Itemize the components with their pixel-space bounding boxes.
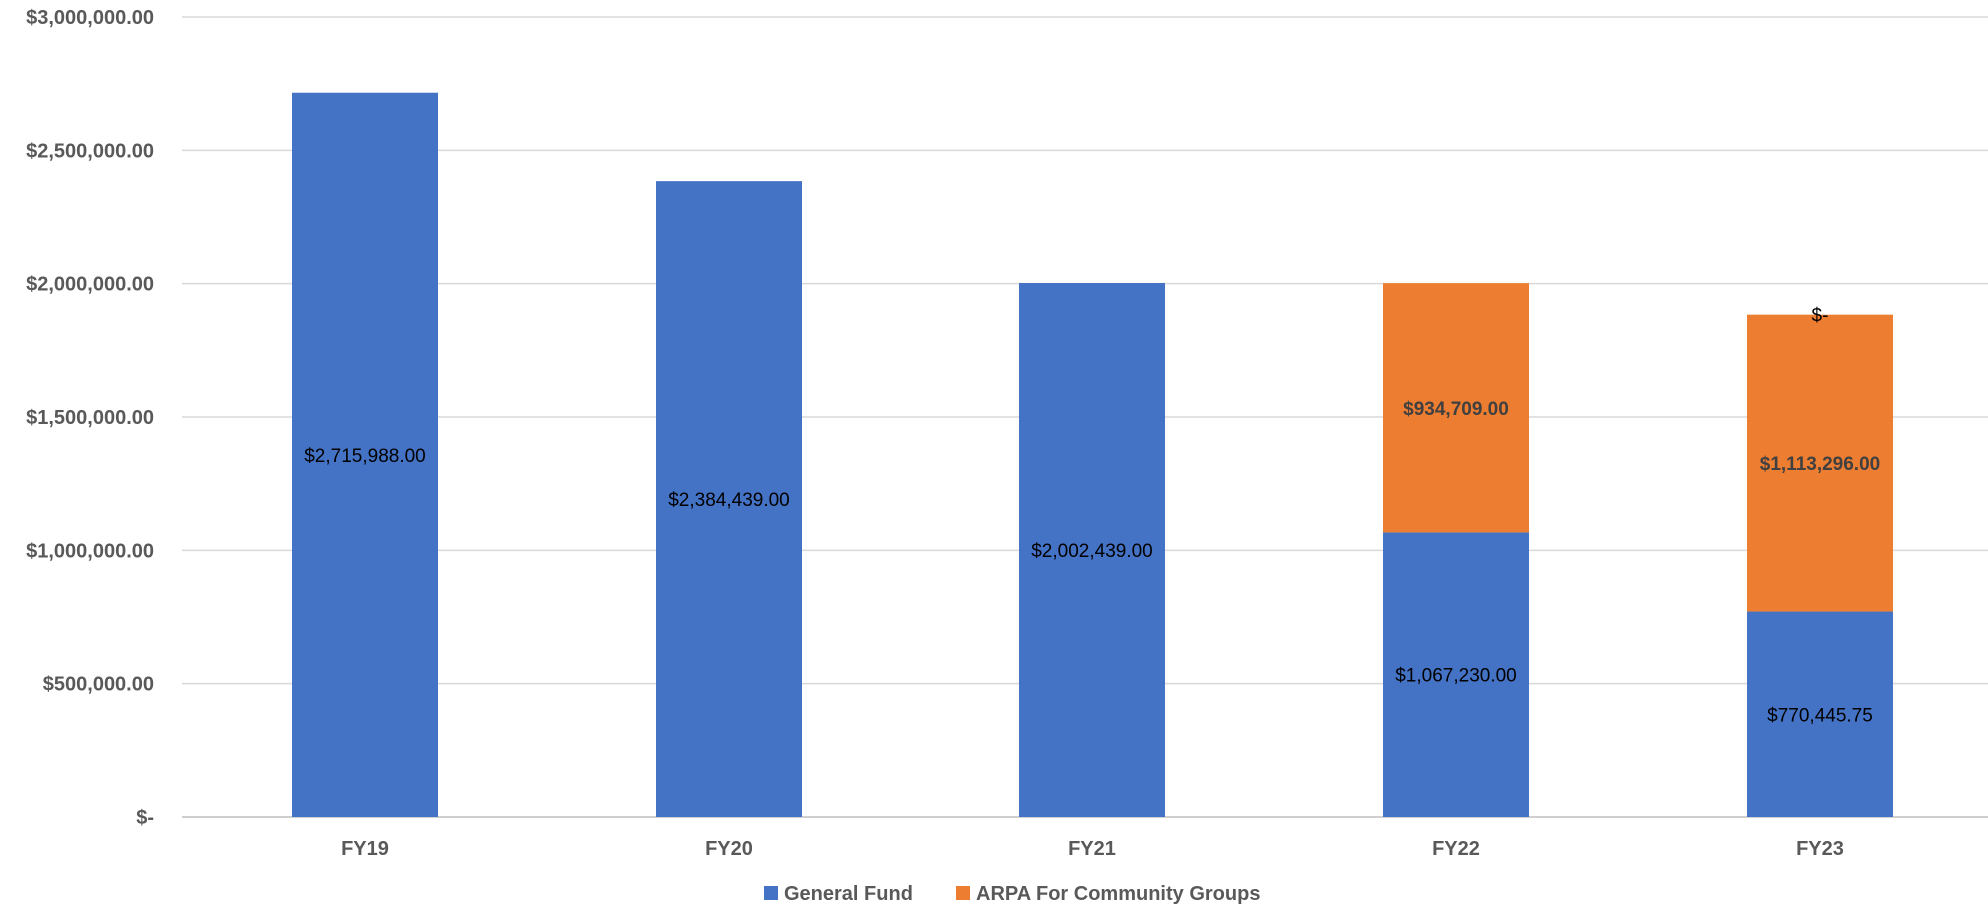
bar-arpa-for-community-groups-fy23 [1747, 314, 1893, 612]
legend-swatch [764, 886, 778, 900]
legend-label: General Fund [784, 883, 913, 905]
legend-item-general-fund: General Fund [764, 883, 913, 905]
bar-general-fund-fy20 [656, 181, 802, 817]
data-label: $2,002,439.00 [1031, 541, 1153, 562]
data-label: $1,113,296.00 [1760, 454, 1880, 475]
bar-general-fund-fy21 [1019, 283, 1165, 818]
y-tick-label: $1,000,000.00 [26, 540, 154, 562]
annotation-label: $- [1812, 306, 1829, 327]
x-axis-category-labels: FY19 FY20 FY21 FY22 FY23 [341, 838, 1844, 860]
x-category-label: FY19 [341, 838, 389, 860]
bar-general-fund-fy22 [1383, 532, 1529, 817]
x-category-label: FY22 [1432, 838, 1480, 860]
y-tick-label: $500,000.00 [43, 674, 154, 696]
x-category-label: FY23 [1796, 838, 1844, 860]
data-label: $2,384,439.00 [668, 490, 790, 511]
bar-general-fund-fy23 [1747, 611, 1893, 817]
bar-arpa-for-community-groups-fy22 [1383, 283, 1529, 533]
y-tick-label: $1,500,000.00 [26, 407, 154, 429]
y-tick-label: $2,000,000.00 [26, 274, 154, 296]
bar-general-fund-fy19 [292, 92, 438, 818]
data-label: $934,709.00 [1403, 399, 1509, 420]
data-label: $770,445.75 [1767, 705, 1873, 726]
bars [292, 92, 1893, 818]
y-tick-label: $- [136, 807, 154, 829]
legend-item-arpa-for-community-groups: ARPA For Community Groups [956, 883, 1260, 905]
y-tick-label: $2,500,000.00 [26, 140, 154, 162]
x-category-label: FY21 [1068, 838, 1116, 860]
y-tick-label: $3,000,000.00 [26, 7, 154, 29]
y-axis-tick-labels: $- $500,000.00 $1,000,000.00 $1,500,000.00 $… [26, 7, 154, 829]
data-label: $2,715,988.00 [304, 446, 426, 467]
data-label: $1,067,230.00 [1395, 666, 1517, 687]
x-category-label: FY20 [705, 838, 753, 860]
legend-label: ARPA For Community Groups [976, 883, 1260, 905]
data-labels: $2,715,988.00 $2,384,439.00 $2,002,439.00 $… [304, 306, 1880, 727]
legend: General Fund ARPA For Community Groups [764, 883, 1260, 905]
legend-swatch [956, 886, 970, 900]
